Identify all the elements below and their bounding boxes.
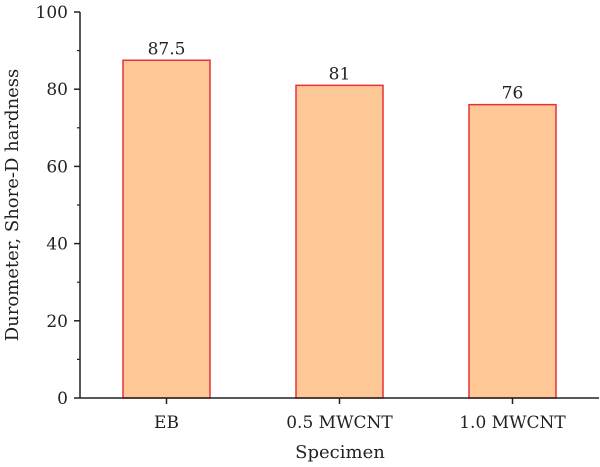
bars-layer: 87.5 81 76 <box>122 39 557 399</box>
bar-value-label: 87.5 <box>148 39 186 59</box>
bar <box>122 59 211 399</box>
y-tick-label: 80 <box>46 80 68 100</box>
x-category-label: EB <box>154 413 179 433</box>
bar-value-label: 76 <box>502 84 524 104</box>
y-tick-label: 20 <box>46 312 68 332</box>
y-tick-label: 40 <box>46 235 68 255</box>
bar <box>295 84 384 399</box>
bar <box>468 103 557 399</box>
y-tick-label: 0 <box>57 389 68 409</box>
y-tick-label: 100 <box>36 3 68 23</box>
x-ticks-layer: EB 0.5 MWCNT 1.0 MWCNT <box>154 398 566 433</box>
x-axis-title: Specimen <box>295 442 385 463</box>
y-axis-title: Durometer, Shore-D hardness <box>2 69 23 342</box>
y-tick-label: 60 <box>46 157 68 177</box>
x-category-label: 0.5 MWCNT <box>286 413 393 433</box>
y-ticks-layer: 0 20 40 60 80 100 <box>36 3 80 409</box>
x-category-label: 1.0 MWCNT <box>459 413 566 433</box>
bar-value-label: 81 <box>329 64 351 84</box>
